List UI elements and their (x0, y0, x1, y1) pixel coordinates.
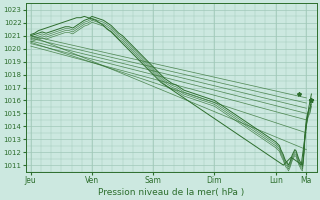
X-axis label: Pression niveau de la mer( hPa ): Pression niveau de la mer( hPa ) (98, 188, 244, 197)
